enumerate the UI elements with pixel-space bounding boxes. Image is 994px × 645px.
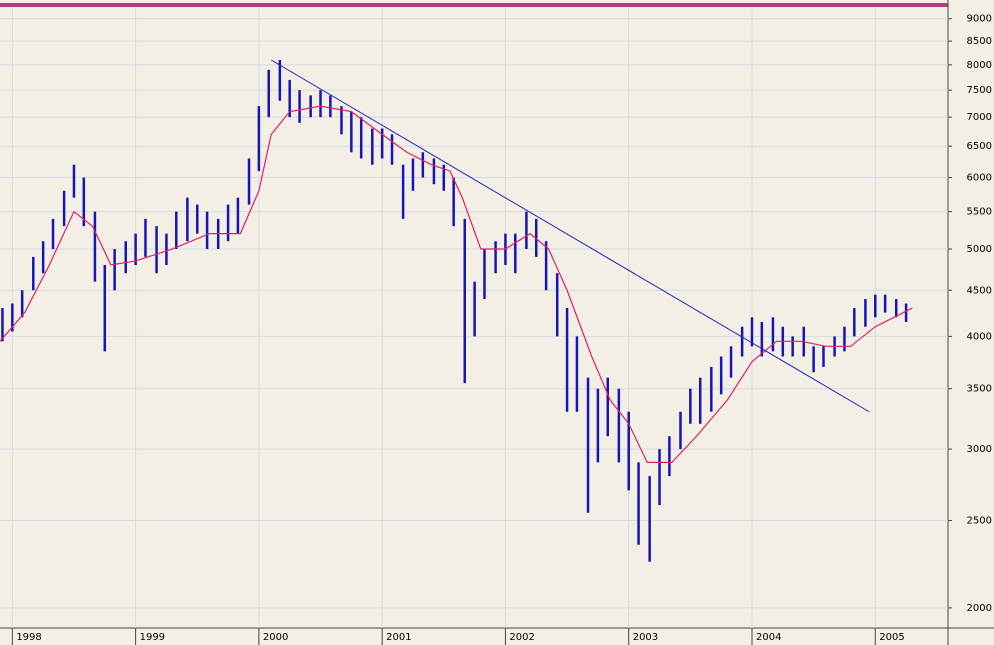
x-tick-label: 2004 bbox=[756, 632, 781, 643]
trendline bbox=[270, 59, 870, 413]
y-tick-label: 9000 bbox=[967, 14, 992, 25]
y-tick-label: 2500 bbox=[967, 515, 992, 526]
x-tick-label: 2003 bbox=[633, 632, 658, 643]
y-tick-label: 4500 bbox=[967, 285, 992, 296]
x-tick-label: 2005 bbox=[879, 632, 904, 643]
y-tick-label: 5000 bbox=[967, 244, 992, 255]
moving-average bbox=[0, 105, 913, 463]
y-tick-label: 7500 bbox=[967, 85, 992, 96]
x-tick-label: 2002 bbox=[509, 632, 534, 643]
y-tick-label: 6500 bbox=[967, 141, 992, 152]
y-tick-label: 2000 bbox=[967, 603, 992, 614]
y-tick-label: 6000 bbox=[967, 173, 992, 184]
x-tick-label: 1998 bbox=[16, 632, 41, 643]
y-tick-label: 3000 bbox=[967, 444, 992, 455]
top-strip bbox=[0, 3, 948, 7]
y-tick-label: 4000 bbox=[967, 331, 992, 342]
x-tick-label: 2001 bbox=[386, 632, 411, 643]
y-tick-label: 5500 bbox=[967, 207, 992, 218]
x-tick-label: 1999 bbox=[140, 632, 165, 643]
y-tick-label: 7000 bbox=[967, 112, 992, 123]
y-tick-label: 3500 bbox=[967, 384, 992, 395]
y-tick-label: 8000 bbox=[967, 60, 992, 71]
y-tick-label: 8500 bbox=[967, 36, 992, 47]
x-tick-label: 2000 bbox=[263, 632, 288, 643]
